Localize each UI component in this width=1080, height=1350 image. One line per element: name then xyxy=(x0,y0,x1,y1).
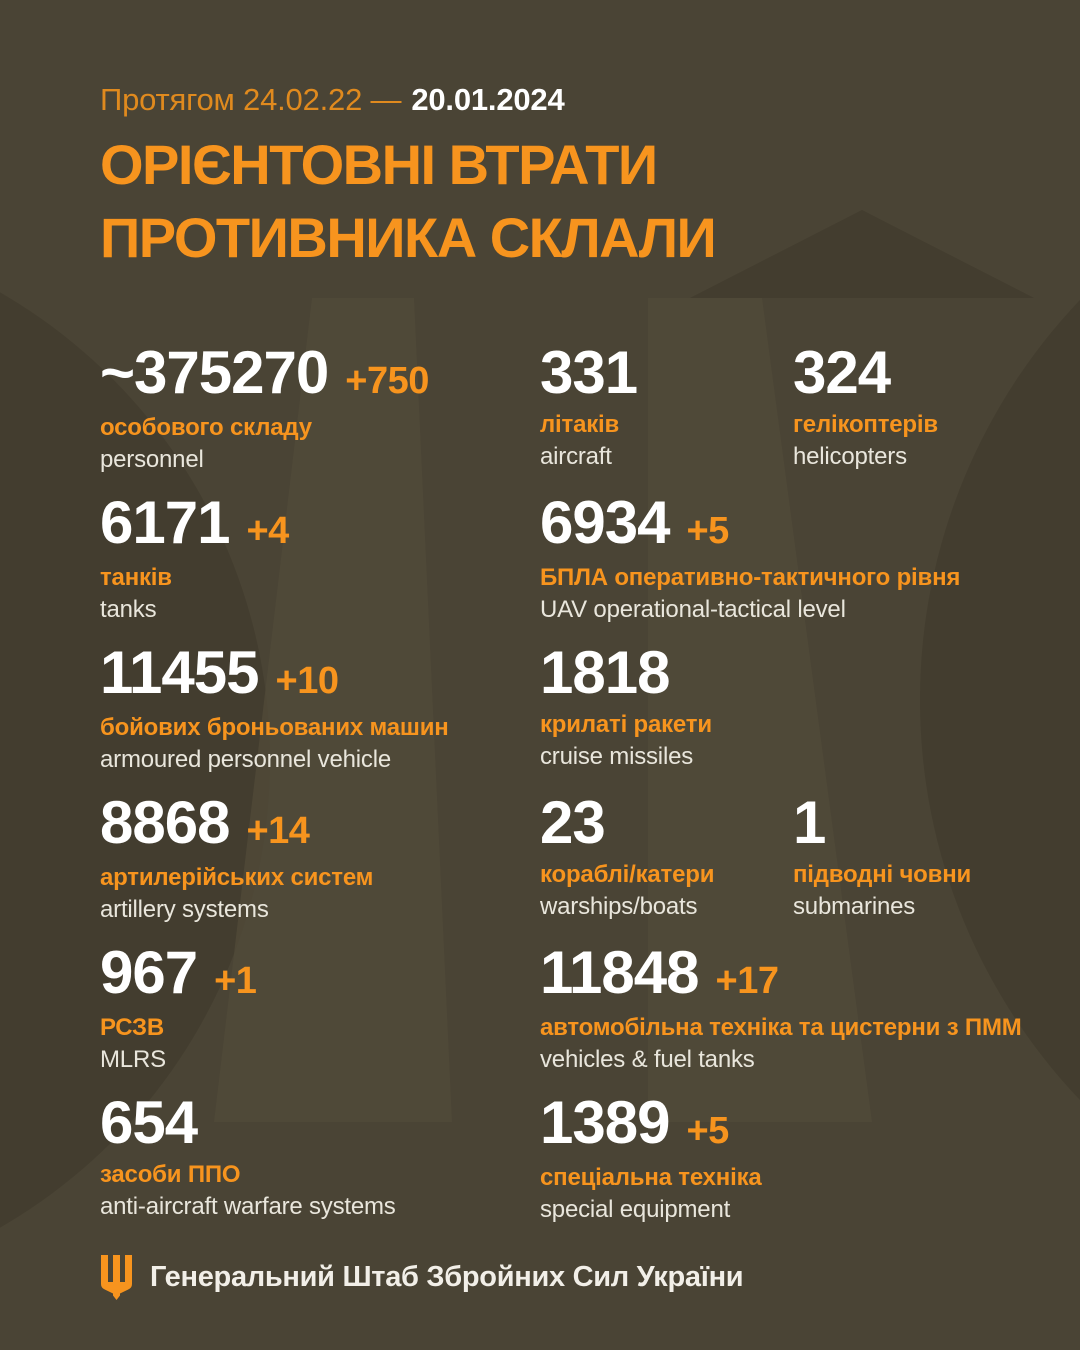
stat-apv: 11455 +10 бойових броньованих машин armoure… xyxy=(100,639,449,775)
stat-daily-increase: +10 xyxy=(275,660,339,702)
stat-number-row: 8868 +14 xyxy=(100,789,373,856)
stat-label-ukrainian: кораблі/катери xyxy=(540,861,715,888)
stat-number-row: 11455 +10 xyxy=(100,639,449,706)
stat-submarines: 1 підводні човни submarines xyxy=(793,789,972,922)
stat-vehicles-fuel-tanks: 11848 +17 автомобільна техніка та цистерни… xyxy=(540,939,1022,1075)
report-date: 20.01.2024 xyxy=(411,82,565,117)
stat-warships: 23 кораблі/катери warships/boats xyxy=(540,789,715,922)
stat-value: 6934 xyxy=(540,489,670,556)
stat-daily-increase: +17 xyxy=(715,960,779,1002)
stat-label-english: armoured personnel vehicle xyxy=(100,746,391,773)
stat-label-english: submarines xyxy=(793,893,916,920)
stat-value: 8868 xyxy=(100,789,230,856)
stat-aircraft: 331 літаків aircraft xyxy=(540,339,638,472)
stat-mlrs: 967 +1 РСЗВ MLRS xyxy=(100,939,257,1075)
stat-daily-increase: +14 xyxy=(246,810,310,852)
stat-value: ~375270 xyxy=(100,339,329,406)
stat-label-ukrainian: гелікоптерів xyxy=(793,411,938,438)
stat-label-ukrainian: бойових броньованих машин xyxy=(100,714,449,741)
stat-label-english: special equipment xyxy=(540,1196,731,1223)
stat-daily-increase: +1 xyxy=(214,960,257,1002)
stat-label-ukrainian: літаків xyxy=(540,411,620,438)
stat-value: 967 xyxy=(100,939,198,1006)
stat-label-english: vehicles & fuel tanks xyxy=(540,1046,755,1073)
page-title-line2: ПРОТИВНИКА СКЛАЛИ xyxy=(100,206,717,269)
page-title: ОРІЄНТОВНІ ВТРАТИ ПРОТИВНИКА СКЛАЛИ xyxy=(100,128,717,274)
stat-number-row: 23 xyxy=(540,789,714,856)
stat-number-row: 967 +1 xyxy=(100,939,257,1006)
report-period: Протягом 24.02.22 — 20.01.2024 xyxy=(100,80,565,120)
stat-label-ukrainian: автомобільна техніка та цистерни з ПММ xyxy=(540,1014,1022,1041)
stat-anti-aircraft: 654 засоби ППО anti-aircraft warfare syste… xyxy=(100,1089,396,1222)
stat-number-row: 6171 +4 xyxy=(100,489,289,556)
stat-daily-increase: +750 xyxy=(345,360,429,402)
stat-number-row: 11848 +17 xyxy=(540,939,1022,1006)
stat-label-english: MLRS xyxy=(100,1046,166,1073)
stat-label-ukrainian: засоби ППО xyxy=(100,1161,241,1188)
stat-value: 1 xyxy=(793,789,826,856)
stat-label-ukrainian: крилаті ракети xyxy=(540,711,712,738)
stat-value: 23 xyxy=(540,789,606,856)
stat-number-row: 1 xyxy=(793,789,971,856)
stat-label-ukrainian: спеціальна техніка xyxy=(540,1164,762,1191)
stat-special-equipment: 1389 +5 спеціальна техніка special equipmen… xyxy=(540,1089,762,1225)
stat-label-english: helicopters xyxy=(793,443,907,470)
stat-label-english: tanks xyxy=(100,596,157,623)
stat-label-ukrainian: БПЛА оперативно-тактичного рівня xyxy=(540,564,961,591)
stat-value: 6171 xyxy=(100,489,230,556)
stat-number-row: ~375270 +750 xyxy=(100,339,429,406)
stat-label-english: personnel xyxy=(100,446,204,473)
footer: Генеральний Штаб Збройних Сил України xyxy=(100,1252,744,1302)
stat-label-ukrainian: РСЗВ xyxy=(100,1014,164,1041)
stat-daily-increase: +5 xyxy=(686,510,729,552)
stat-label-english: artillery systems xyxy=(100,896,269,923)
period-label: Протягом 24.02.22 — xyxy=(100,82,402,117)
stat-helicopters: 324 гелікоптерів helicopters xyxy=(793,339,938,472)
stat-number-row: 331 xyxy=(540,339,638,406)
stat-value: 324 xyxy=(793,339,891,406)
stat-label-ukrainian: танків xyxy=(100,564,172,591)
stat-tanks: 6171 +4 танків tanks xyxy=(100,489,289,625)
stat-value: 11848 xyxy=(540,939,700,1006)
stat-label-ukrainian: артилерійських систем xyxy=(100,864,374,891)
stat-value: 1389 xyxy=(540,1089,670,1156)
stat-label-english: anti-aircraft warfare systems xyxy=(100,1193,396,1220)
stat-cruise-missiles: 1818 крилаті ракети cruise missiles xyxy=(540,639,712,772)
stat-label-english: cruise missiles xyxy=(540,743,694,770)
stat-number-row: 324 xyxy=(793,339,938,406)
stat-label-ukrainian: особового складу xyxy=(100,414,312,441)
stat-number-row: 1389 +5 xyxy=(540,1089,762,1156)
stat-label-english: warships/boats xyxy=(540,893,698,920)
stat-number-row: 6934 +5 xyxy=(540,489,960,556)
stat-value: 654 xyxy=(100,1089,198,1156)
stat-value: 11455 xyxy=(100,639,260,706)
stat-label-english: UAV operational-tactical level xyxy=(540,596,846,623)
stat-uav: 6934 +5 БПЛА оперативно-тактичного рівня UA… xyxy=(540,489,961,625)
stat-label-english: aircraft xyxy=(540,443,612,470)
footer-source-text: Генеральний Штаб Збройних Сил України xyxy=(150,1260,744,1293)
stat-number-row: 1818 xyxy=(540,639,712,706)
trident-icon xyxy=(101,1255,132,1300)
stat-label-ukrainian: підводні човни xyxy=(793,861,972,888)
stat-daily-increase: +5 xyxy=(686,1110,729,1152)
stat-daily-increase: +4 xyxy=(246,510,289,552)
stat-number-row: 654 xyxy=(100,1089,396,1156)
page-title-line1: ОРІЄНТОВНІ ВТРАТИ xyxy=(100,133,658,196)
stat-artillery: 8868 +14 артилерійських систем artillery sy… xyxy=(100,789,374,925)
stat-personnel: ~375270 +750 особового складу personnel xyxy=(100,339,429,475)
stat-value: 1818 xyxy=(540,639,670,706)
stat-value: 331 xyxy=(540,339,638,406)
